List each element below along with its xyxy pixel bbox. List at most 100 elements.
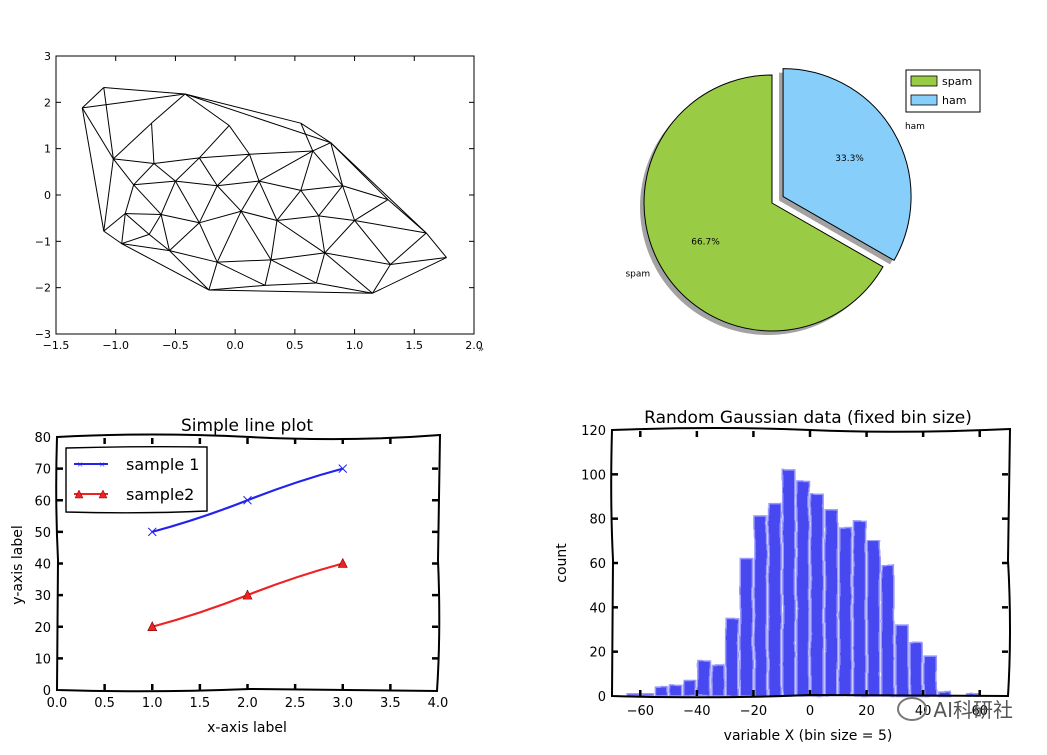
triangulation-edge bbox=[208, 262, 218, 291]
x-tick-label: −40 bbox=[683, 704, 710, 719]
line-plot-ylabel: y-axis label bbox=[10, 525, 26, 604]
histogram-bar bbox=[711, 664, 725, 697]
triangulation-edges bbox=[81, 87, 447, 294]
triangulation-edge bbox=[103, 230, 122, 245]
histogram-bar bbox=[909, 642, 923, 697]
triangulation-edge bbox=[354, 220, 391, 265]
triangulation-edge bbox=[354, 219, 427, 234]
triangulation-edge bbox=[208, 284, 266, 291]
x-tick-label: 0.0 bbox=[226, 339, 244, 352]
triangulation-edge bbox=[174, 180, 200, 224]
histogram-bar bbox=[866, 540, 881, 697]
chat-bubble-icon bbox=[897, 696, 928, 721]
triangulation-edge bbox=[330, 142, 427, 234]
x-tick-label: 1.0 bbox=[346, 339, 364, 352]
histogram-bar bbox=[923, 655, 938, 697]
triangulation-edge bbox=[264, 282, 317, 286]
x-tick-label: −60 bbox=[627, 704, 654, 719]
y-tick-label: 50 bbox=[34, 526, 51, 541]
triangulation-edge bbox=[217, 259, 271, 263]
legend-marker-sample2a bbox=[74, 489, 84, 499]
triangulation-edge bbox=[198, 125, 230, 159]
x-tick-label: 0.0 bbox=[47, 696, 68, 711]
x-tick-label: −20 bbox=[740, 704, 767, 719]
triangulation-edge bbox=[81, 87, 105, 109]
triangulation-edge bbox=[160, 214, 170, 251]
triangulation-edge bbox=[184, 93, 331, 144]
legend-label-ham: ham bbox=[942, 94, 966, 107]
line-plot-xlabel: x-axis label bbox=[207, 720, 287, 736]
x-tick-label: 20 bbox=[858, 704, 875, 719]
triangulation-ticks: −1.5 −1.0 −0.5 0.0 0.5 1.0 1.5 2.0 −3 −2 −1 0 1 2 3 bbox=[35, 50, 483, 352]
x-tick-label: 2.0 bbox=[237, 696, 258, 711]
triangulation-edge bbox=[184, 93, 301, 124]
triangulation-edge bbox=[316, 282, 373, 294]
y-tick-label: 120 bbox=[581, 424, 606, 439]
x-tick-label: 0 bbox=[806, 704, 814, 719]
triangulation-edge bbox=[276, 190, 302, 221]
line-plot-title: Simple line plot bbox=[181, 416, 313, 436]
y-tick-label: 60 bbox=[589, 557, 606, 572]
histogram-bar bbox=[810, 493, 824, 697]
triangulation-edge bbox=[300, 122, 314, 152]
triangulation-edge bbox=[103, 87, 186, 95]
triangulation-edge bbox=[249, 154, 260, 182]
triangulation-edge bbox=[148, 214, 162, 235]
y-tick-label: 10 bbox=[34, 652, 51, 667]
triangulation-edge bbox=[121, 213, 126, 244]
x-tick-label: 1.5 bbox=[406, 339, 424, 352]
y-tick-label: 70 bbox=[34, 463, 51, 478]
x-tick-label: 60 bbox=[971, 704, 988, 719]
legend-label-spam: spam bbox=[942, 75, 972, 88]
triangulation-edge bbox=[228, 125, 250, 155]
legend-label-sample2: sample2 bbox=[126, 485, 194, 504]
triangulation-edge bbox=[425, 232, 447, 258]
y-tick-label: 2 bbox=[44, 96, 51, 109]
triangulation-edge bbox=[372, 264, 391, 294]
triangulation-edge bbox=[240, 210, 278, 221]
triangulation-edge bbox=[199, 153, 250, 159]
histogram-bar bbox=[880, 564, 895, 697]
triangulation-edge bbox=[258, 150, 314, 182]
triangulation-edge bbox=[276, 215, 319, 221]
triangulation-edge bbox=[318, 215, 355, 221]
triangulation-edge bbox=[133, 163, 155, 186]
y-tick-label: 3 bbox=[44, 50, 51, 63]
line-plot-frame bbox=[55, 433, 442, 693]
triangulation-edge bbox=[300, 150, 314, 191]
histogram-bar bbox=[852, 520, 867, 697]
x-tick-label: 3.0 bbox=[332, 696, 353, 711]
histogram-bar bbox=[767, 502, 782, 697]
legend-marker-sample2b bbox=[98, 489, 108, 499]
line-plot-ticks: 0.0 0.5 1.0 1.5 2.0 2.5 3.0 3.5 4.0 0 10 20 30 40 50 60… bbox=[34, 431, 448, 711]
triangulation-edge bbox=[270, 259, 317, 284]
triangulation-edge bbox=[330, 142, 344, 186]
histogram-bar bbox=[838, 526, 853, 697]
triangulation-edge bbox=[133, 184, 162, 215]
histogram-panel: Random Gaussian data (fixed bin size) −6… bbox=[554, 408, 1012, 744]
legend-swatch-spam bbox=[910, 75, 938, 87]
y-tick-label: −3 bbox=[35, 328, 51, 341]
series-point-sample-1 bbox=[147, 527, 157, 537]
triangulation-edge bbox=[258, 180, 301, 191]
series-point-sample2 bbox=[242, 589, 253, 600]
legend-marker-sample1a: × bbox=[77, 459, 83, 471]
triangulation-edge bbox=[300, 185, 343, 191]
series-point-sample2 bbox=[337, 557, 348, 568]
series-point-sample-1 bbox=[338, 464, 348, 473]
triangulation-edge bbox=[81, 107, 105, 232]
x-tick-label: 1.0 bbox=[142, 696, 163, 711]
triangulation-edge bbox=[276, 220, 325, 254]
histogram-bar bbox=[654, 686, 669, 697]
triangulation-edge bbox=[342, 185, 356, 221]
legend-label-sample1: sample 1 bbox=[126, 455, 199, 474]
x-tick-label: −1.0 bbox=[102, 339, 129, 352]
line-plot-legend: × × sample 1 sample2 bbox=[65, 445, 208, 514]
line-plot-panel: Simple line plot 0.0 0.5 1.0 1.5 2.0 2.5 3.0 3.… bbox=[10, 416, 448, 736]
pie-wedge-ham bbox=[782, 68, 912, 262]
y-tick-label: 20 bbox=[34, 621, 51, 636]
histogram-bar bbox=[824, 509, 839, 697]
y-tick-label: 30 bbox=[34, 589, 51, 604]
triangulation-edge bbox=[300, 122, 331, 144]
x-tick-label: −1.5 bbox=[43, 339, 70, 352]
